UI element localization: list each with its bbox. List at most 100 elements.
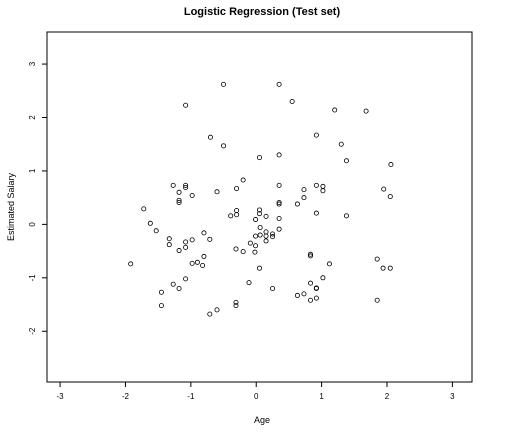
data-point bbox=[253, 233, 259, 239]
data-point bbox=[257, 232, 263, 238]
data-point bbox=[301, 291, 307, 297]
y-tick-label: -2 bbox=[28, 327, 37, 335]
data-point bbox=[301, 187, 307, 193]
data-point bbox=[240, 177, 246, 183]
data-point bbox=[276, 199, 282, 205]
data-point bbox=[252, 249, 258, 255]
y-axis: -2 -1 0 1 2 3 bbox=[28, 61, 47, 335]
data-point bbox=[332, 107, 338, 113]
data-point bbox=[158, 289, 164, 295]
x-axis-label: Age bbox=[254, 415, 270, 425]
data-point bbox=[256, 265, 262, 271]
x-tick-label: -2 bbox=[122, 392, 130, 401]
data-point bbox=[246, 280, 252, 286]
data-point bbox=[307, 253, 313, 259]
data-point bbox=[183, 182, 189, 188]
data-point bbox=[270, 234, 276, 240]
data-point bbox=[289, 98, 295, 104]
data-point bbox=[207, 311, 213, 317]
data-point bbox=[214, 307, 220, 313]
data-point bbox=[253, 243, 259, 249]
data-point bbox=[313, 182, 319, 188]
x-tick-label: 2 bbox=[385, 392, 390, 401]
data-point bbox=[380, 265, 386, 271]
data-point bbox=[256, 211, 262, 217]
y-tick-label: 2 bbox=[28, 115, 37, 120]
data-point bbox=[276, 201, 282, 207]
data-point bbox=[158, 303, 164, 309]
data-point bbox=[234, 212, 240, 218]
x-tick-label: 0 bbox=[254, 392, 259, 401]
data-point bbox=[183, 276, 189, 282]
x-tick-label: -1 bbox=[187, 392, 195, 401]
data-point bbox=[294, 201, 300, 207]
data-point bbox=[374, 297, 380, 303]
data-point bbox=[247, 240, 253, 246]
data-point bbox=[313, 210, 319, 216]
data-point bbox=[276, 81, 282, 87]
data-point bbox=[183, 184, 189, 190]
data-point bbox=[313, 285, 319, 291]
data-point bbox=[276, 226, 282, 232]
data-point bbox=[313, 132, 319, 138]
x-tick-label: -3 bbox=[57, 392, 65, 401]
x-tick-label: 3 bbox=[450, 392, 455, 401]
data-point bbox=[270, 285, 276, 291]
data-point bbox=[176, 285, 182, 291]
data-point bbox=[338, 141, 344, 147]
data-point bbox=[141, 206, 147, 212]
data-point bbox=[153, 228, 159, 234]
data-point bbox=[201, 230, 207, 236]
data-point bbox=[183, 102, 189, 108]
data-point bbox=[201, 253, 207, 259]
data-point bbox=[189, 260, 195, 266]
data-point bbox=[200, 263, 206, 269]
data-point bbox=[263, 233, 269, 239]
data-point bbox=[381, 186, 387, 192]
data-point bbox=[176, 248, 182, 254]
data-point bbox=[387, 265, 393, 271]
data-point bbox=[307, 251, 313, 257]
data-point bbox=[343, 158, 349, 164]
data-point bbox=[189, 237, 195, 243]
data-point bbox=[233, 299, 239, 305]
data-point bbox=[207, 236, 213, 242]
data-point bbox=[320, 188, 326, 194]
chart-title: Logistic Regression (Test set) bbox=[184, 6, 341, 18]
data-point bbox=[301, 195, 307, 201]
data-point bbox=[207, 134, 213, 140]
data-point bbox=[270, 231, 276, 237]
y-tick-label: -1 bbox=[28, 274, 37, 282]
data-point bbox=[183, 239, 189, 245]
data-point bbox=[233, 246, 239, 252]
data-point bbox=[374, 256, 380, 262]
data-point bbox=[263, 213, 269, 219]
data-point bbox=[183, 244, 189, 250]
data-point bbox=[343, 213, 349, 219]
data-point bbox=[363, 108, 369, 114]
data-point bbox=[176, 197, 182, 203]
data-point bbox=[320, 275, 326, 281]
data-point bbox=[176, 189, 182, 195]
data-point bbox=[263, 229, 269, 235]
data-point bbox=[166, 242, 172, 248]
data-point bbox=[228, 213, 234, 219]
x-axis: -3 -2 -1 0 1 2 3 bbox=[57, 382, 455, 401]
data-point bbox=[320, 183, 326, 189]
data-point bbox=[189, 193, 195, 199]
data-point bbox=[214, 189, 220, 195]
data-point bbox=[240, 249, 246, 255]
data-point bbox=[166, 236, 172, 242]
y-tick-label: 0 bbox=[28, 222, 37, 227]
y-axis-label: Estimated Salary bbox=[6, 172, 16, 241]
data-point bbox=[294, 292, 300, 298]
data-point bbox=[313, 295, 319, 301]
data-point bbox=[307, 297, 313, 303]
data-point bbox=[388, 162, 394, 168]
data-point bbox=[170, 182, 176, 188]
y-tick-label: 3 bbox=[28, 61, 37, 66]
data-point bbox=[221, 143, 227, 149]
data-points bbox=[128, 81, 394, 317]
data-point bbox=[263, 238, 269, 244]
